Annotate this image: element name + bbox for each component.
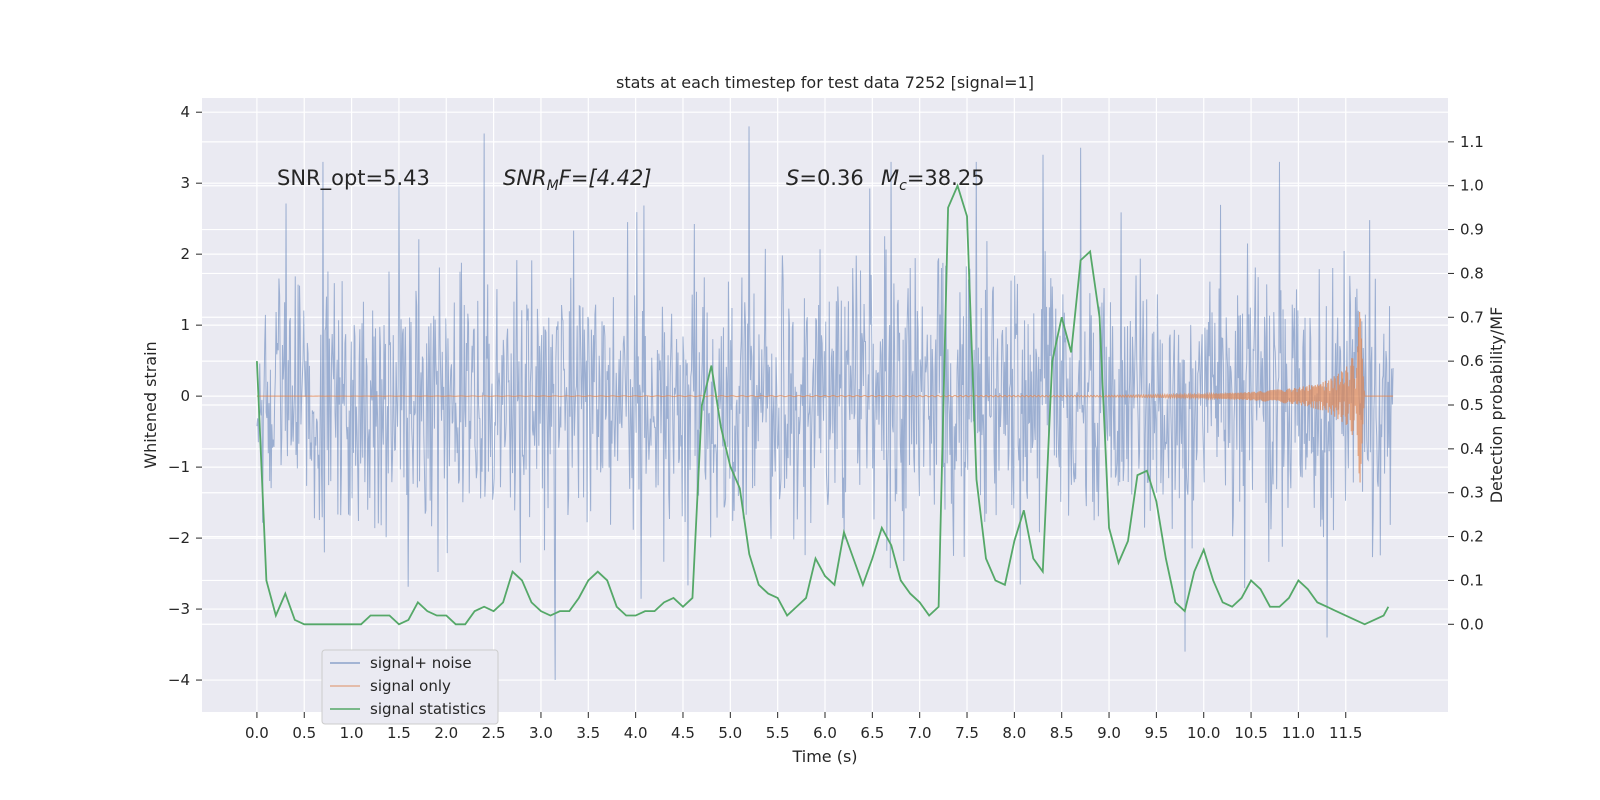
x-tick-label-11: 5.5	[766, 724, 790, 742]
y-axis-right-label: Detection probability/MF	[1487, 307, 1506, 504]
y-right-tick-label-6: 0.6	[1460, 352, 1484, 370]
legend-label-signal-statistics: signal statistics	[370, 700, 486, 718]
y-right-tick-label-8: 0.8	[1460, 264, 1484, 282]
axis-ticks: 0.0 0.5 1.0 1.5 2.0 2.5 3.0 3.5 4.0 4.5 5.0 5.5 6.0 6…	[168, 103, 1484, 742]
y-right-tick-label-1: 0.1	[1460, 571, 1484, 589]
series-signal-plus-noise	[256, 126, 1394, 681]
y-left-tick-label-5: 1	[180, 316, 190, 334]
y-left-tick-label-4: 0	[180, 387, 190, 405]
x-tick-label-23: 11.5	[1329, 724, 1362, 742]
legend: signal+ noise signal only signal statist…	[321, 649, 499, 725]
y-left-tick-label-2: −2	[168, 529, 190, 547]
x-axis-label: Time (s)	[791, 747, 857, 766]
line-signal-only	[256, 311, 1394, 483]
legend-label-signal-only: signal only	[370, 677, 451, 695]
y-axis-left-label: Whitened strain	[141, 341, 160, 468]
x-tick-label-17: 8.5	[1050, 724, 1074, 742]
x-tick-label-3: 1.5	[387, 724, 411, 742]
x-tick-label-5: 2.5	[482, 724, 506, 742]
y-right-tick-label-4: 0.4	[1460, 440, 1484, 458]
x-tick-label-6: 3.0	[529, 724, 553, 742]
y-right-tick-label-9: 0.9	[1460, 221, 1484, 239]
y-left-tick-label-7: 3	[180, 174, 190, 192]
y-right-tick-label-5: 0.5	[1460, 396, 1484, 414]
x-tick-label-1: 0.5	[292, 724, 316, 742]
x-tick-label-2: 1.0	[340, 724, 364, 742]
y-right-tick-label-0: 0.0	[1460, 615, 1484, 633]
y-right-tick-label-3: 0.3	[1460, 484, 1484, 502]
x-tick-label-13: 6.5	[860, 724, 884, 742]
legend-label-signal-noise: signal+ noise	[370, 654, 472, 672]
y-left-tick-label-6: 2	[180, 245, 190, 263]
annotation-snr-opt: SNR_opt=5.43	[277, 166, 430, 191]
x-tick-label-15: 7.5	[955, 724, 979, 742]
annotation-s: S=0.36	[786, 166, 864, 190]
line-signal-statistics	[256, 183, 1390, 626]
x-tick-label-12: 6.0	[813, 724, 837, 742]
y-right-tick-label-10: 1.0	[1460, 177, 1484, 195]
annotation-mc: Mc=38.25	[881, 166, 985, 194]
x-tick-label-22: 11.0	[1282, 724, 1315, 742]
x-tick-label-10: 5.0	[718, 724, 742, 742]
x-tick-label-8: 4.0	[624, 724, 648, 742]
x-tick-label-14: 7.0	[908, 724, 932, 742]
y-left-tick-label-8: 4	[180, 103, 190, 121]
series-signal-only	[256, 311, 1394, 483]
y-right-tick-label-2: 0.2	[1460, 528, 1484, 546]
x-tick-label-18: 9.0	[1097, 724, 1121, 742]
chart-title: stats at each timestep for test data 725…	[616, 73, 1034, 92]
x-tick-label-16: 8.0	[1002, 724, 1026, 742]
y-left-tick-label-1: −3	[168, 600, 190, 618]
x-tick-label-20: 10.0	[1187, 724, 1220, 742]
y-left-tick-label-0: −4	[168, 671, 190, 689]
series-signal-statistics	[256, 183, 1390, 626]
x-tick-label-0: 0.0	[245, 724, 269, 742]
y-left-tick-label-3: −1	[168, 458, 190, 476]
legend-frame	[321, 649, 499, 725]
x-tick-label-9: 4.5	[671, 724, 695, 742]
x-tick-label-7: 3.5	[576, 724, 600, 742]
line-signal-plus-noise	[256, 126, 1394, 681]
y-right-tick-label-7: 0.7	[1460, 308, 1484, 326]
x-tick-label-19: 9.5	[1144, 724, 1168, 742]
y-right-tick-label-11: 1.1	[1460, 133, 1484, 151]
annotation-snr-mf: SNRMF=[4.42]	[503, 166, 652, 194]
x-tick-label-4: 2.0	[434, 724, 458, 742]
x-tick-label-21: 10.5	[1234, 724, 1267, 742]
